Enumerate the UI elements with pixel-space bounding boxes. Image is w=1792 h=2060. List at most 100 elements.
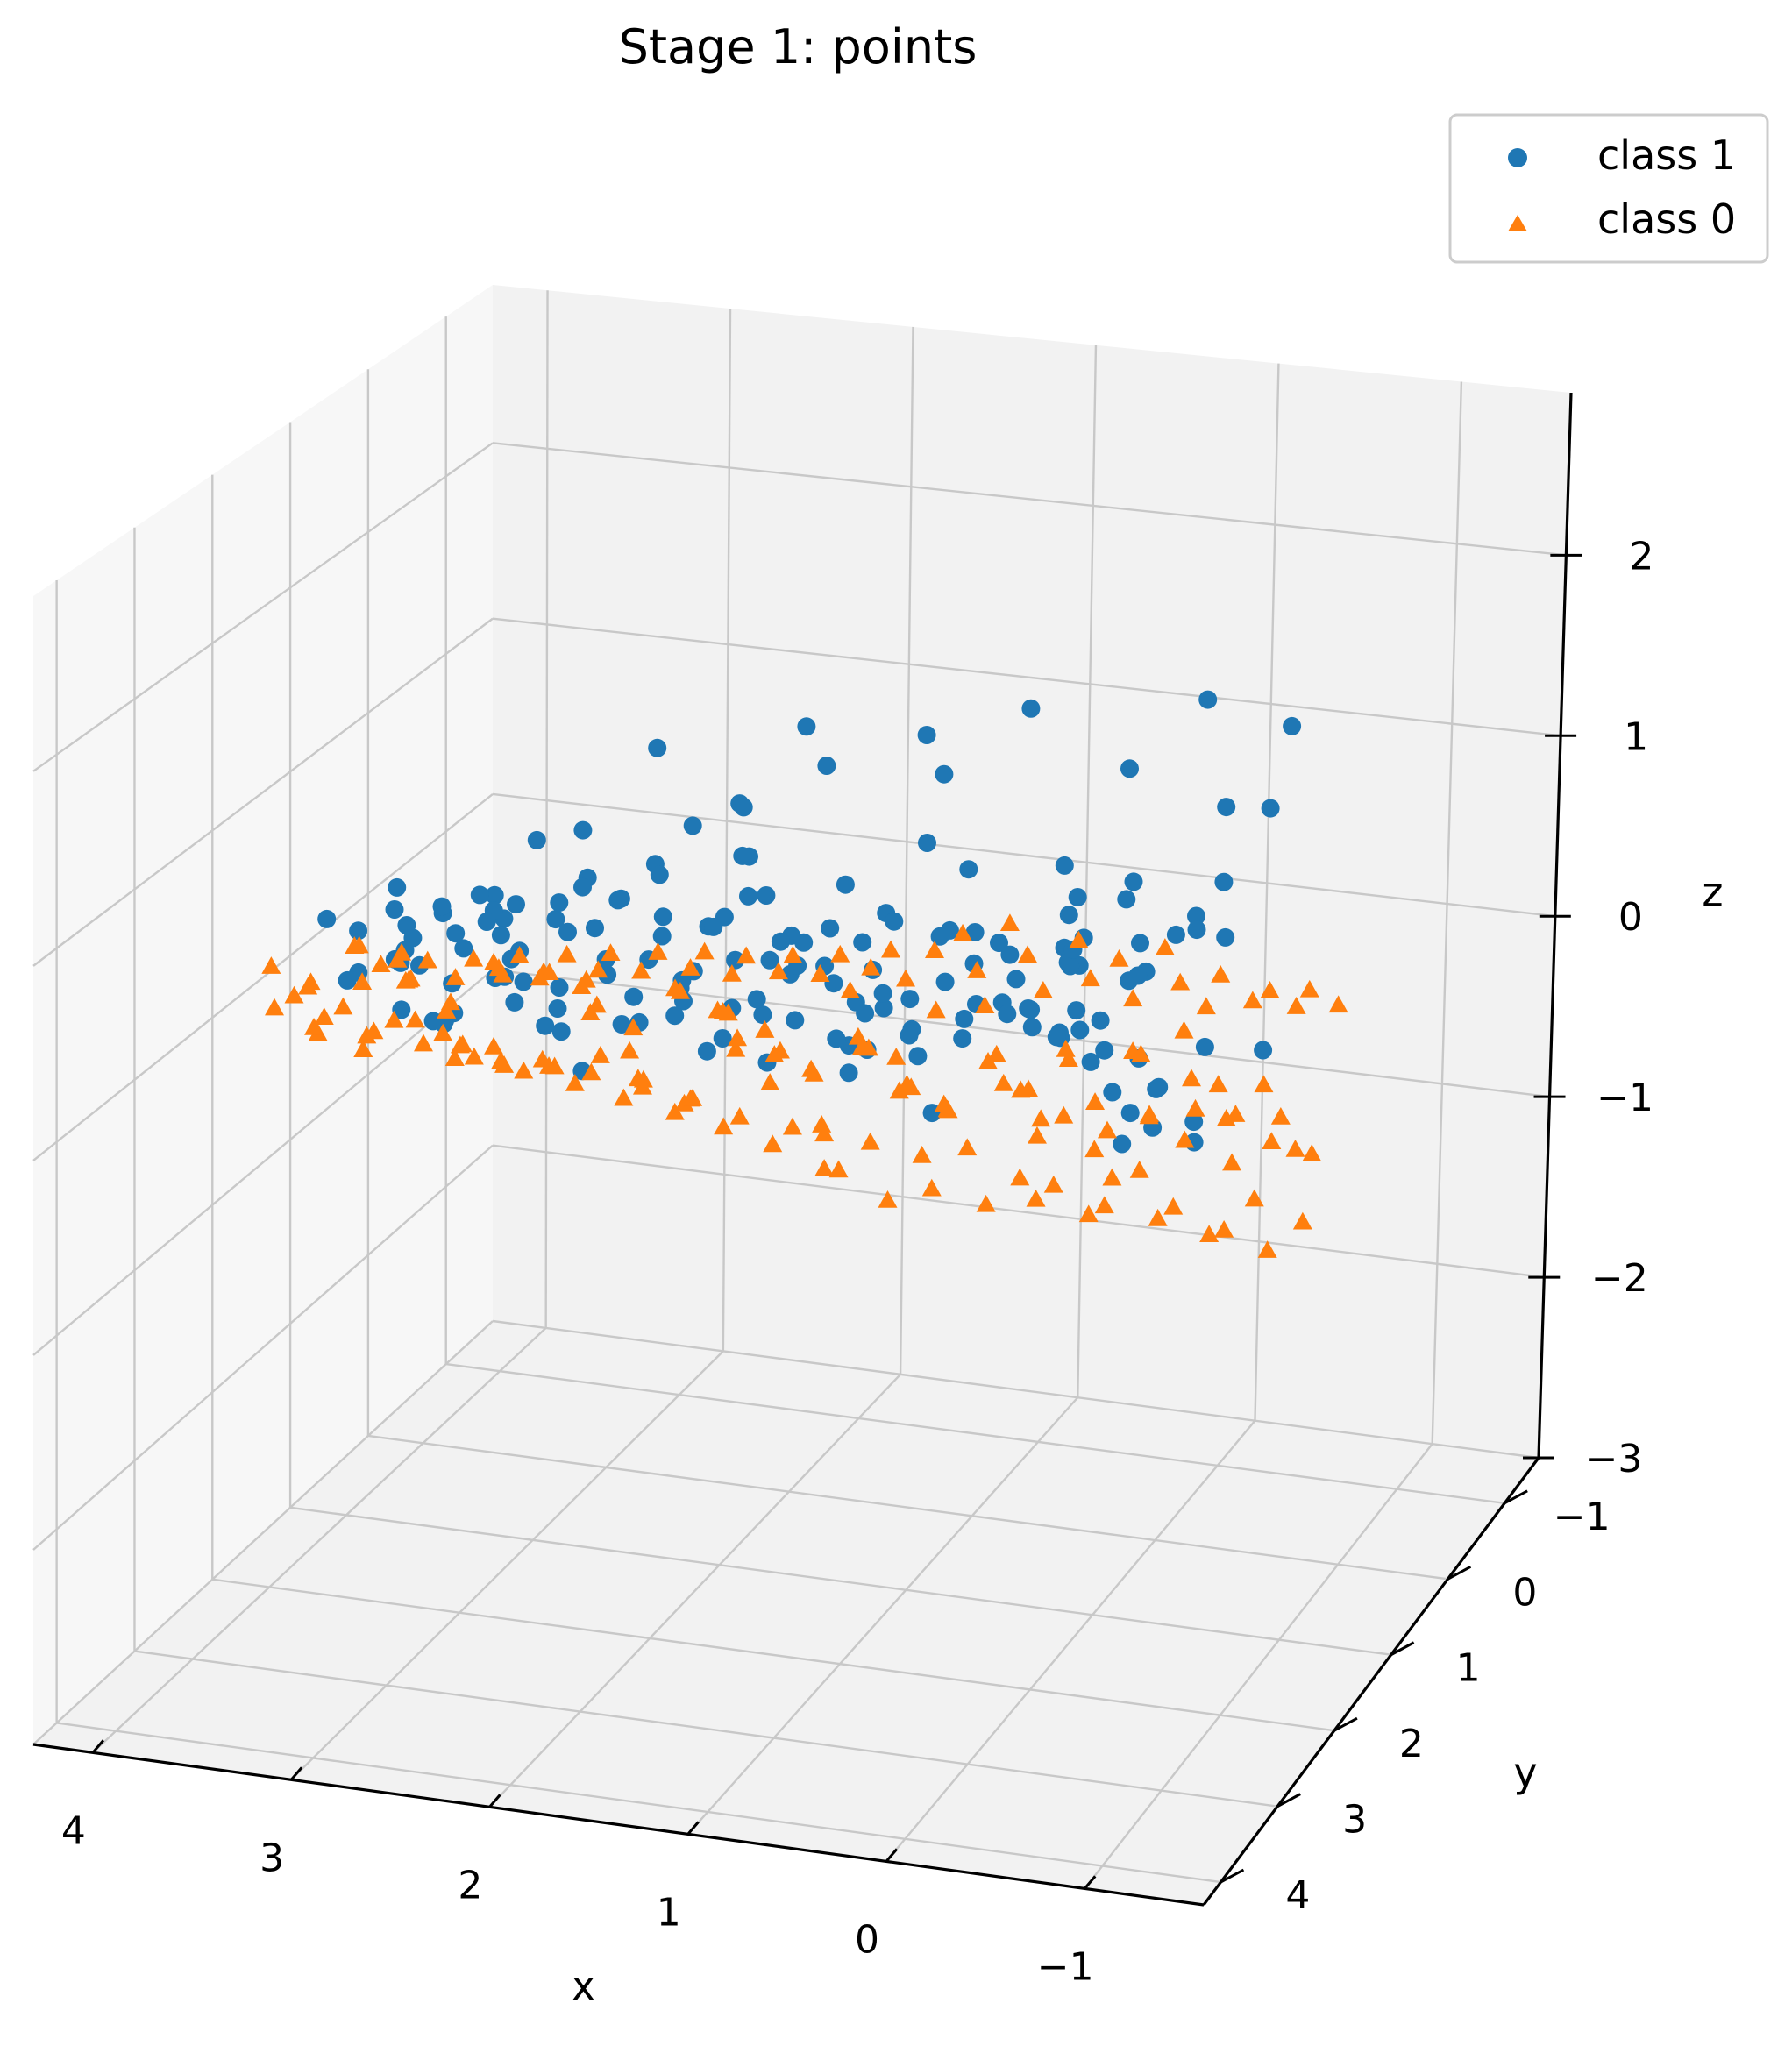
data-point — [1216, 1109, 1236, 1126]
data-point — [1081, 1052, 1100, 1071]
z-tick-label: −2 — [1591, 1256, 1648, 1301]
data-point — [433, 1023, 453, 1041]
data-point — [371, 955, 391, 973]
data-point — [959, 860, 978, 879]
plot-points — [261, 690, 1348, 1258]
legend-frame — [1448, 113, 1769, 264]
data-point — [445, 968, 466, 985]
data-point — [1299, 979, 1319, 998]
data-point — [934, 1094, 954, 1112]
data-point — [680, 958, 700, 976]
data-point — [683, 1088, 703, 1106]
back-pane-xz — [493, 285, 1571, 1458]
data-point — [704, 917, 723, 936]
data-point — [304, 1017, 324, 1035]
legend-label-class-0: class 0 — [1597, 195, 1736, 243]
data-point — [764, 1045, 785, 1062]
data-point — [965, 923, 985, 941]
data-point — [873, 984, 892, 1003]
data-point — [493, 964, 513, 983]
data-point — [760, 1073, 780, 1090]
data-point — [976, 1194, 996, 1212]
data-point — [726, 1039, 746, 1057]
data-point — [491, 926, 510, 945]
grid-x-floor — [488, 1373, 901, 1808]
data-point — [551, 1022, 571, 1041]
data-point — [747, 990, 766, 1009]
data-point — [491, 1051, 511, 1069]
data-point — [1054, 1105, 1074, 1124]
data-point — [814, 1159, 835, 1176]
data-point — [432, 897, 452, 916]
data-point — [632, 1076, 652, 1095]
data-point — [623, 1018, 644, 1036]
data-point — [1149, 1077, 1169, 1097]
x-tick — [885, 1848, 899, 1863]
data-point — [1123, 1041, 1143, 1059]
data-point — [665, 1102, 685, 1120]
data-point — [757, 886, 776, 905]
data-point — [399, 970, 419, 988]
data-point — [729, 1106, 750, 1125]
data-point — [1286, 997, 1306, 1014]
data-point — [812, 1115, 832, 1133]
data-point — [1097, 1120, 1117, 1139]
data-point — [1067, 1001, 1086, 1020]
data-point — [608, 891, 628, 910]
legend-marker-class-1 — [1508, 148, 1527, 167]
grid-x-back — [1077, 345, 1098, 1398]
data-point — [558, 922, 577, 941]
data-point — [665, 978, 686, 997]
grid-z-back — [492, 1144, 1545, 1279]
data-point — [814, 1124, 835, 1142]
data-point — [1187, 920, 1206, 940]
data-point — [860, 1132, 880, 1150]
data-point — [1262, 1132, 1282, 1150]
grid-z-back — [492, 792, 1555, 918]
data-point — [713, 1029, 732, 1048]
x-tick-label: −1 — [1037, 1944, 1094, 1989]
data-point — [1185, 1098, 1205, 1117]
data-point — [665, 1006, 685, 1026]
data-point — [921, 1178, 942, 1197]
data-point — [1285, 1140, 1305, 1157]
data-point — [446, 924, 466, 943]
data-point — [733, 846, 752, 865]
data-point — [1283, 716, 1302, 735]
data-point — [953, 923, 973, 941]
data-point — [388, 877, 407, 897]
data-point — [839, 1063, 858, 1083]
data-point — [817, 757, 836, 775]
data-point — [896, 969, 916, 987]
data-point — [886, 1047, 907, 1065]
data-point — [586, 919, 604, 938]
data-point — [853, 933, 872, 952]
chart-title: Stage 1: points — [619, 19, 978, 75]
data-point — [1174, 1020, 1194, 1039]
data-point — [856, 1004, 875, 1023]
data-point — [1021, 1000, 1041, 1019]
data-point — [1195, 1037, 1214, 1056]
data-point — [999, 913, 1020, 932]
data-point — [810, 964, 830, 982]
data-point — [1244, 1189, 1264, 1207]
data-point — [1155, 938, 1175, 955]
x-tick — [686, 1821, 700, 1836]
legend: class 1 class 0 — [1448, 113, 1769, 264]
data-point — [1139, 1106, 1159, 1125]
data-point — [385, 900, 404, 919]
x-axis-line — [32, 1743, 1205, 1907]
data-point — [1148, 1208, 1168, 1226]
data-point — [573, 820, 593, 840]
data-point — [1184, 1112, 1204, 1132]
data-point — [1103, 1083, 1122, 1102]
grid-z-back — [492, 1319, 1540, 1460]
data-point — [1010, 1168, 1030, 1186]
data-point — [768, 962, 788, 980]
data-point — [683, 816, 702, 835]
data-point — [782, 1117, 802, 1135]
y-tick-label: 0 — [1512, 1570, 1537, 1615]
data-point — [1006, 970, 1026, 989]
data-point — [722, 963, 742, 982]
data-point — [786, 1011, 805, 1030]
